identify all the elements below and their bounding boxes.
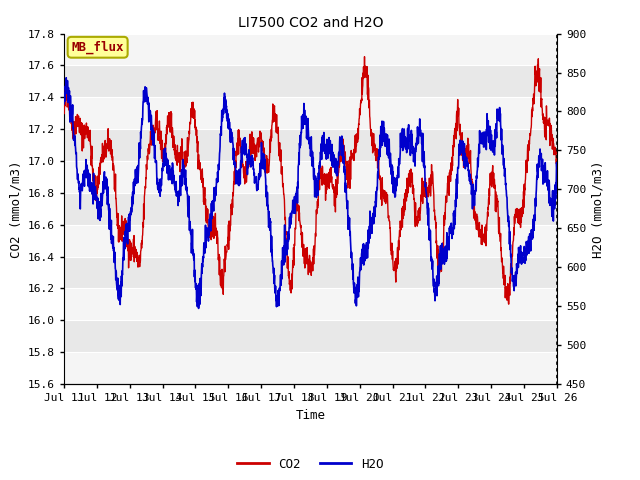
- Text: MB_flux: MB_flux: [72, 41, 124, 54]
- Bar: [64, 34, 557, 65]
- Bar: [64, 225, 557, 257]
- Bar: [64, 288, 557, 320]
- Bar: [64, 352, 557, 384]
- Bar: [64, 97, 557, 129]
- Bar: [64, 161, 557, 193]
- X-axis label: Time: Time: [296, 408, 325, 421]
- Y-axis label: H2O (mmol/m3): H2O (mmol/m3): [591, 160, 605, 258]
- Legend: CO2, H2O: CO2, H2O: [232, 453, 388, 476]
- Y-axis label: CO2 (mmol/m3): CO2 (mmol/m3): [10, 160, 22, 258]
- Title: LI7500 CO2 and H2O: LI7500 CO2 and H2O: [237, 16, 383, 30]
